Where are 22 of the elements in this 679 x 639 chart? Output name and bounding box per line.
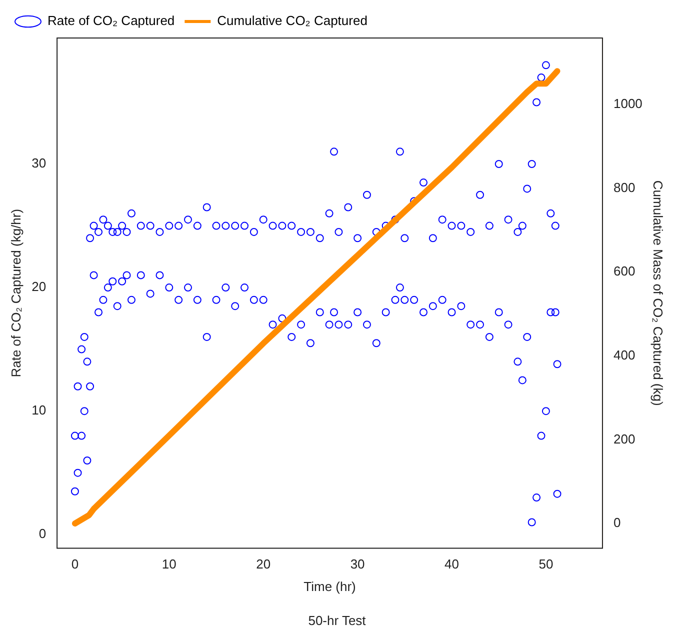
legend-label: Cumulative CO₂ Captured <box>217 13 368 28</box>
x-tick-label: 20 <box>256 556 271 572</box>
x-tick-label: 30 <box>350 556 365 572</box>
y2-tick-label: 1000 <box>613 96 642 112</box>
y2-axis-title: Cumulative Mass of CO₂ Captured (kg) <box>650 180 666 406</box>
y2-tick-label: 600 <box>613 264 636 279</box>
x-tick-label: 0 <box>71 556 79 572</box>
y2-tick-label: 0 <box>613 515 621 530</box>
y2-tick-label: 800 <box>613 180 636 195</box>
text: 50-hr Test <box>308 612 366 628</box>
x-tick-label: 10 <box>162 556 176 572</box>
legend-label: Rate of CO₂ Captured <box>48 13 175 28</box>
y-axis-title: Rate of CO₂ Captured (kg/hr) <box>8 208 24 378</box>
x-axis-title: Time (hr) <box>304 579 356 594</box>
y2-tick-label: 400 <box>613 348 636 363</box>
y-tick-label: 10 <box>32 402 46 418</box>
y-tick-label: 30 <box>32 156 46 171</box>
x-tick-label: 50 <box>538 556 554 572</box>
y-tick-label: 0 <box>38 526 46 542</box>
y-tick-label: 20 <box>32 279 46 294</box>
x-tick-label: 40 <box>444 556 459 572</box>
y2-tick-label: 200 <box>613 431 636 446</box>
